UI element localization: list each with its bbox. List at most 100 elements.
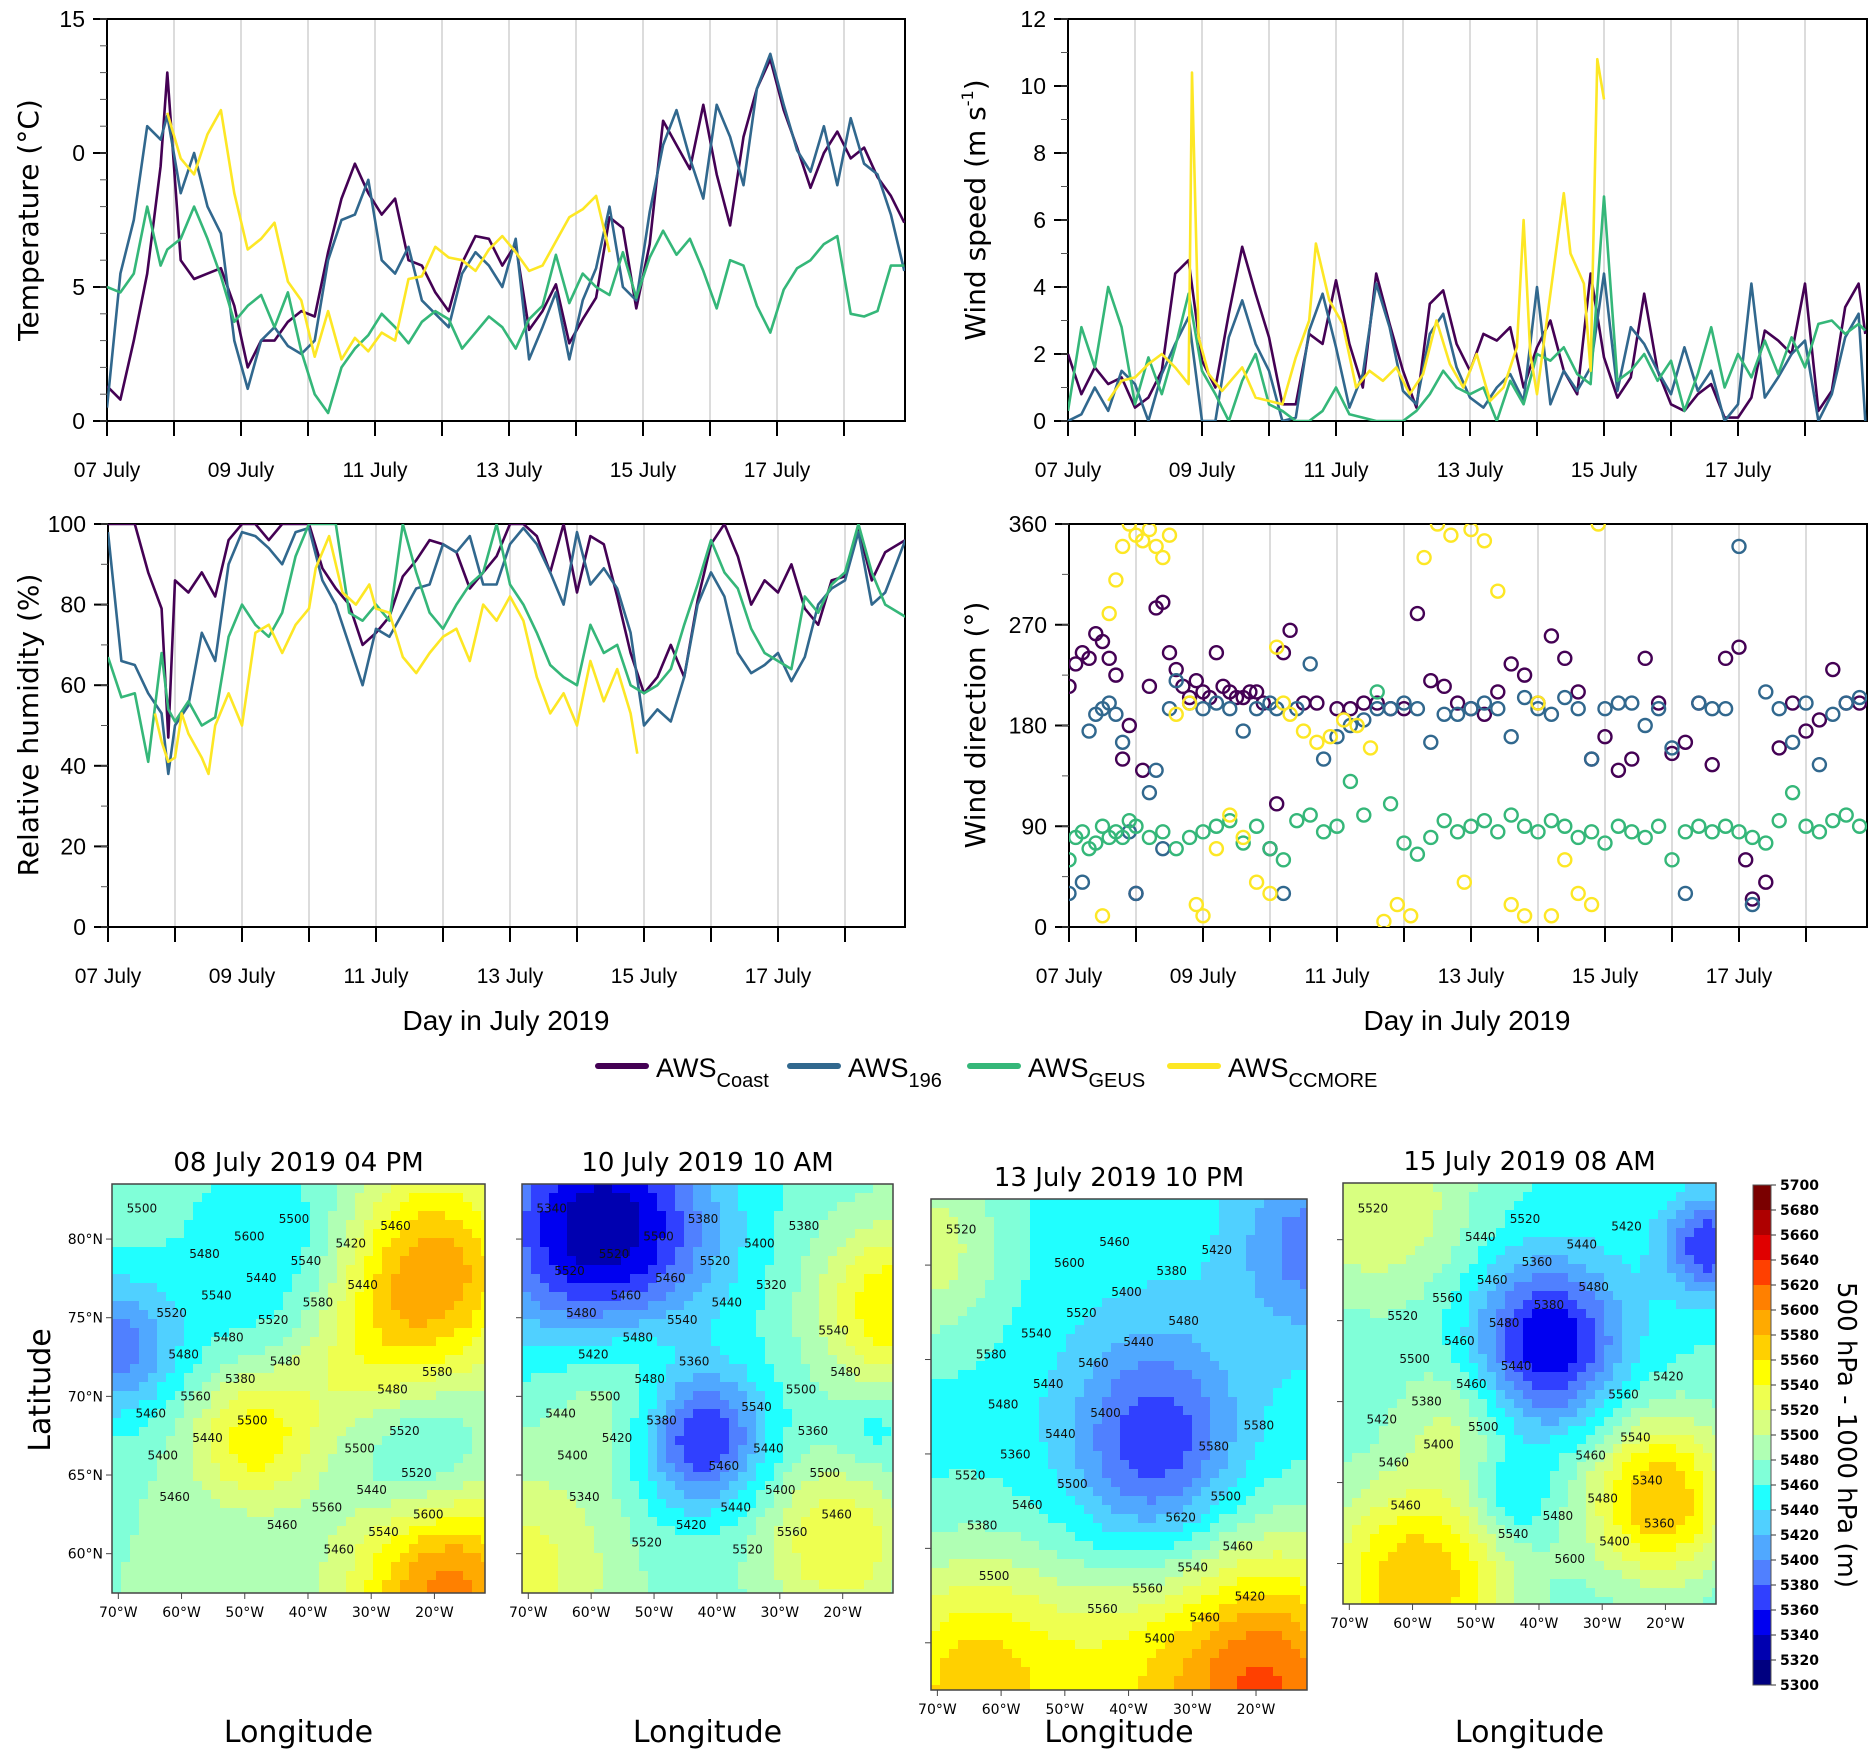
contour-label: 5460 (267, 1518, 298, 1532)
map-cell (576, 1418, 586, 1428)
map-cell (463, 1391, 473, 1401)
map-cell (747, 1454, 757, 1464)
map-cell (256, 1400, 266, 1410)
map-cell (666, 1499, 676, 1509)
data-point-aws-196 (1195, 701, 1211, 717)
map-cell (355, 1337, 365, 1347)
map-cell (409, 1337, 419, 1347)
map-cell (1156, 1226, 1166, 1236)
map-cell (193, 1553, 203, 1563)
map-cell (522, 1481, 532, 1491)
map-cell (603, 1229, 613, 1239)
map-cell (666, 1580, 676, 1590)
map-cell (472, 1436, 482, 1446)
x-tick-label: 17 July (1706, 965, 1773, 988)
map-cell (756, 1427, 766, 1437)
map-cell (400, 1490, 410, 1500)
map-cell (364, 1508, 374, 1518)
map-cell (265, 1517, 275, 1527)
map-cell (837, 1247, 847, 1257)
map-cell (256, 1355, 266, 1365)
map-cell (445, 1436, 455, 1446)
map-cell (702, 1418, 712, 1428)
map-cell (720, 1391, 730, 1401)
map-cell (202, 1481, 212, 1491)
map-cell (1012, 1199, 1022, 1209)
map-cell (310, 1256, 320, 1266)
map-cell (463, 1337, 473, 1347)
map-cell (855, 1229, 865, 1239)
map-cell (148, 1211, 158, 1221)
map-cell (567, 1499, 577, 1509)
map-cell (121, 1517, 131, 1527)
map-cell (436, 1409, 446, 1419)
map-cell (157, 1436, 167, 1446)
map-cell (567, 1445, 577, 1455)
map-cell (594, 1184, 604, 1194)
map-cell (238, 1481, 248, 1491)
map-cell (193, 1436, 203, 1446)
map-cell (675, 1274, 685, 1284)
map-cell (531, 1274, 541, 1284)
map-cell (765, 1436, 775, 1446)
map-cell (175, 1571, 185, 1581)
map-cell (355, 1301, 365, 1311)
map-cell (238, 1202, 248, 1212)
map-cell (837, 1553, 847, 1563)
map-cell (594, 1508, 604, 1518)
map-cell (121, 1301, 131, 1311)
map-cell (301, 1535, 311, 1545)
map-cell (139, 1481, 149, 1491)
map-cell (684, 1580, 694, 1590)
map-cell (310, 1481, 320, 1491)
map-cell (391, 1427, 401, 1437)
map-cell (666, 1526, 676, 1536)
map-cell (621, 1427, 631, 1437)
map-cell (648, 1247, 658, 1257)
map-cell (882, 1373, 892, 1383)
map-cell (603, 1571, 613, 1581)
map-cell (702, 1508, 712, 1518)
map-cell (756, 1238, 766, 1248)
data-point-aws-196 (1069, 885, 1077, 902)
map-cell (436, 1337, 446, 1347)
map-cell (310, 1400, 320, 1410)
map-cell (310, 1463, 320, 1473)
map-cell (873, 1364, 883, 1374)
map-cell (684, 1301, 694, 1311)
map-cell (184, 1265, 194, 1275)
map-cell (256, 1409, 266, 1419)
map-cell (1012, 1217, 1022, 1227)
map-cell (738, 1247, 748, 1257)
map-cell (792, 1544, 802, 1554)
map-cell (684, 1400, 694, 1410)
data-point-aws-geus (1516, 818, 1533, 834)
map-x-tick-label: 30°W (352, 1605, 391, 1621)
map-cell (427, 1238, 437, 1248)
map-cell (594, 1346, 604, 1356)
data-point-aws-geus (1423, 829, 1439, 846)
map-cell (738, 1319, 748, 1329)
map-cell (720, 1400, 730, 1410)
map-cell (256, 1292, 266, 1302)
map-cell (391, 1490, 401, 1500)
map-cell (621, 1562, 631, 1572)
map-cell (738, 1481, 748, 1491)
map-cell (400, 1409, 410, 1419)
data-point-aws-ccmore (1168, 706, 1184, 723)
map-cell (175, 1490, 185, 1500)
data-point-aws-geus (1825, 812, 1841, 829)
map-cell (112, 1382, 122, 1392)
map-cell (531, 1328, 541, 1338)
map-cell (567, 1229, 577, 1239)
map-cell (1102, 1208, 1112, 1218)
data-point-aws-geus (1329, 818, 1345, 834)
map-cell (130, 1202, 140, 1212)
map-cell (666, 1283, 676, 1293)
map-cell (1291, 1244, 1301, 1254)
map-cell (540, 1526, 550, 1536)
map-cell (819, 1481, 829, 1491)
map-cell (436, 1283, 446, 1293)
map-cell (238, 1589, 248, 1593)
map-cell (558, 1499, 568, 1509)
